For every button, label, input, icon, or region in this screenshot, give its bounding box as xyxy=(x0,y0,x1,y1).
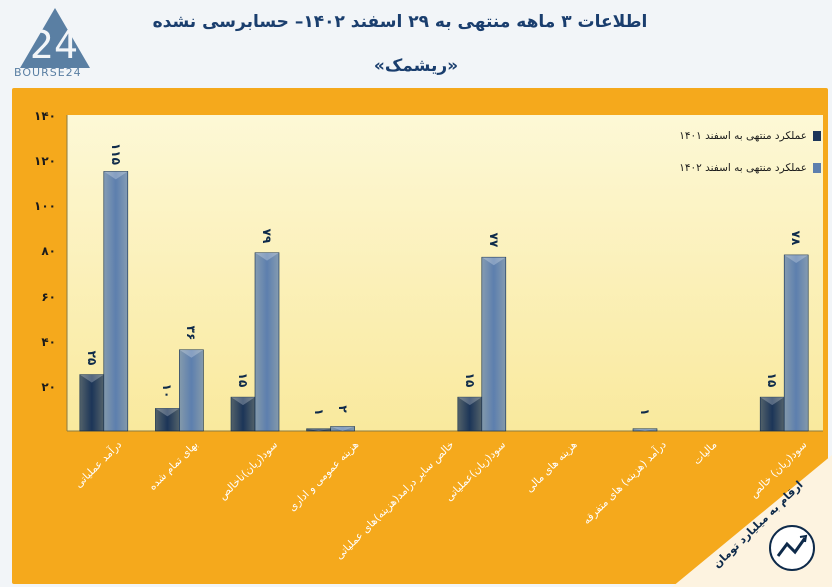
legend: عملکرد منتهی به اسفند ۱۴۰۱ عملکرد منتهی … xyxy=(626,128,821,192)
bar-highlight xyxy=(155,408,180,417)
bar-highlight xyxy=(255,252,279,261)
bar-highlight xyxy=(179,349,204,358)
bar-1401 xyxy=(79,374,105,432)
bar-highlight xyxy=(103,171,128,180)
chart-subtitle: «ریشمک» xyxy=(373,56,459,76)
bar-1402 xyxy=(330,426,355,432)
bar-highlight xyxy=(330,426,355,431)
legend-label-1401: عملکرد منتهی به اسفند ۱۴۰۱ xyxy=(679,130,807,142)
bar-1402 xyxy=(179,349,204,432)
bar-highlight xyxy=(481,257,506,266)
bar-1402 xyxy=(632,428,658,432)
y-tick-label: ۱۴۰ xyxy=(34,109,56,123)
legend-item-1402: عملکرد منتهی به اسفند ۱۴۰۲ xyxy=(626,160,821,176)
bar-1402 xyxy=(783,254,809,432)
bar-1402 xyxy=(481,256,507,432)
bar-1402 xyxy=(254,252,280,432)
y-tick-label: ۶۰ xyxy=(41,289,56,304)
bar-1401 xyxy=(230,396,256,432)
bar-highlight xyxy=(231,397,255,406)
y-tick-label: ۱۰۰ xyxy=(34,199,56,214)
legend-swatch-1402 xyxy=(813,163,821,173)
bar-highlight xyxy=(784,254,809,263)
bar-highlight xyxy=(760,397,785,406)
y-tick-label: ۴۰ xyxy=(41,334,56,349)
bar-highlight xyxy=(457,397,482,406)
legend-label-1402: عملکرد منتهی به اسفند ۱۴۰۲ xyxy=(679,162,807,174)
bar-1402 xyxy=(103,171,129,432)
chart-title: اطلاعات ۳ ماهه منتهی به ۲۹ اسفند ۱۴۰۲– ح… xyxy=(152,12,648,32)
legend-item-1401: عملکرد منتهی به اسفند ۱۴۰۱ xyxy=(626,128,821,144)
y-tick-label: ۱۲۰ xyxy=(34,154,56,169)
bar-1401 xyxy=(457,396,483,432)
logo-text: BOURSE24 xyxy=(14,66,82,79)
logo-mark: 24 xyxy=(30,23,78,67)
y-tick-label: ۸۰ xyxy=(41,244,56,259)
bourse24-logo: 24 xyxy=(20,8,90,68)
bar-1401 xyxy=(759,396,785,432)
legend-swatch-1401 xyxy=(813,131,821,141)
bar-highlight xyxy=(306,428,331,431)
header: 24 BOURSE24 اطلاعات ۳ ماهه منتهی به ۲۹ ا… xyxy=(0,0,832,88)
y-tick-label: ۲۰ xyxy=(41,379,56,394)
bar-highlight xyxy=(633,428,657,431)
bar-highlight xyxy=(79,374,104,383)
